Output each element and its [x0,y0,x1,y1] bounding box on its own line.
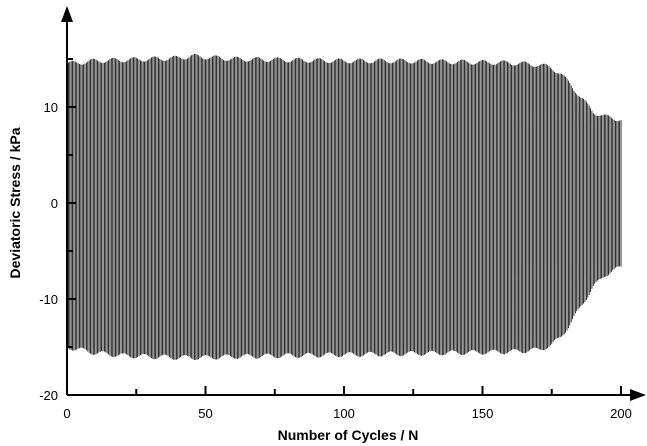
x-tick-label-200: 200 [610,406,632,421]
y-axis-title: Deviatoric Stress / kPa [7,127,23,278]
x-tick-label-100: 100 [333,406,355,421]
x-tick-label-150: 150 [472,406,494,421]
stress-signal-line [67,54,621,360]
y-tick-label-0: 0 [51,196,58,211]
x-axis-arrow [630,389,646,401]
x-tick-label-0: 0 [63,406,70,421]
y-axis-arrow [61,6,73,22]
y-tick-label-10: 10 [44,100,58,115]
y-tick-label--20: -20 [39,388,58,403]
y-tick-label--10: -10 [39,292,58,307]
signal-lines [67,54,621,360]
x-axis-title: Number of Cycles / N [278,427,419,443]
x-tick-label-50: 50 [198,406,212,421]
